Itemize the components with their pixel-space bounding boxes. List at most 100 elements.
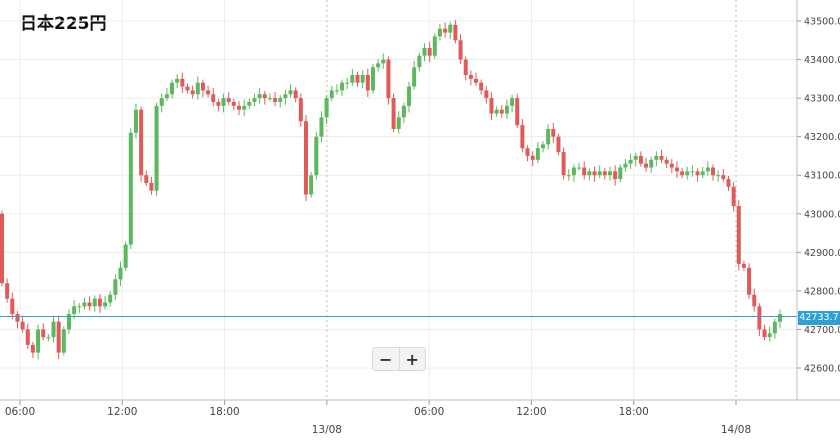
candle-body [633,155,638,160]
candle-body [345,82,350,84]
candle-body [108,294,113,303]
candle-body [97,298,102,307]
candle-body [448,24,453,33]
candle-body [556,136,561,153]
candle-body [360,74,365,83]
candle-body [298,98,303,122]
candle-body [118,267,123,280]
candle-body [551,128,556,137]
candle-body [659,155,664,160]
candle-body [685,171,690,176]
candle-body [474,78,479,83]
candle-body [283,94,288,99]
zoom-out-button[interactable]: − [379,349,393,369]
candle-body [422,47,427,56]
candle-body [128,132,133,245]
y-tick-label: 43400.0 [804,55,840,66]
candle-body [252,98,257,102]
candle-body [15,314,20,322]
candle-body [401,105,406,118]
candle-body [242,105,247,110]
candle-body [206,90,211,95]
candle-body [113,279,118,295]
candle-body [365,74,370,91]
candle-body [221,98,226,106]
candle-body [66,314,71,330]
candle-body [170,82,175,95]
candle-body [654,155,659,160]
candle-body [427,47,432,56]
candle-body [437,28,442,37]
candle-body [82,302,87,307]
candle-body [525,148,530,156]
candle-body [237,105,242,110]
candle-body [334,90,339,92]
candle-body [566,175,571,177]
candle-body [458,40,463,60]
candle-body [407,86,412,106]
candle-body [540,144,545,149]
candle-body [133,109,138,133]
candle-body [762,329,767,338]
candle-body [412,67,417,87]
candle-body [293,90,298,99]
candle-body [278,98,283,102]
candle-body [329,90,334,99]
x-tick-label: 06:00 [414,406,444,418]
candle-body [705,167,710,172]
candle-body [602,171,607,176]
candle-body [226,98,231,102]
candle-body [324,98,329,118]
candle-body [0,213,4,284]
candle-body [515,98,520,126]
y-tick-label: 43100.0 [804,171,840,182]
candle-body [711,167,716,176]
candle-body [350,74,355,83]
candle-body [747,267,752,295]
x-tick-label: 12:00 [107,406,137,418]
candle-body [396,117,401,129]
candle-body [623,163,628,168]
candle-body [752,294,757,307]
candle-body [644,163,649,168]
candle-body [489,98,494,114]
candle-body [36,329,41,353]
candle-body [592,171,597,176]
candle-body [303,121,308,195]
candle-body [772,321,777,334]
candle-body [262,94,267,99]
x-tick-label: 14/08 [721,424,751,436]
zoom-in-button[interactable]: + [398,348,426,370]
y-tick-label: 43300.0 [804,94,840,105]
candle-body [767,333,772,338]
candle-body [571,167,576,176]
candle-body [5,283,10,299]
candle-body [695,171,700,176]
x-tick-label: 12:00 [516,406,546,418]
candle-body [618,167,623,180]
candle-body [577,167,582,169]
candle-body [309,175,314,195]
candle-body [376,63,381,68]
candle-body [731,186,736,207]
y-tick-label: 42900.0 [804,248,840,259]
candle-body [613,171,618,180]
candle-body [494,109,499,114]
candle-body [216,101,221,106]
candle-body [200,82,205,91]
candle-body [638,155,643,164]
candle-body [355,74,360,83]
candle-body [231,101,236,106]
candle-body [479,82,484,91]
candle-body [530,155,535,160]
candle-body [103,302,108,307]
candle-body [674,167,679,172]
candle-body [159,98,164,106]
candle-body [546,128,551,145]
candle-body [463,59,468,75]
candle-body [185,86,190,91]
candle-body [180,78,185,87]
candle-body [314,136,319,176]
candle-body [247,101,252,106]
